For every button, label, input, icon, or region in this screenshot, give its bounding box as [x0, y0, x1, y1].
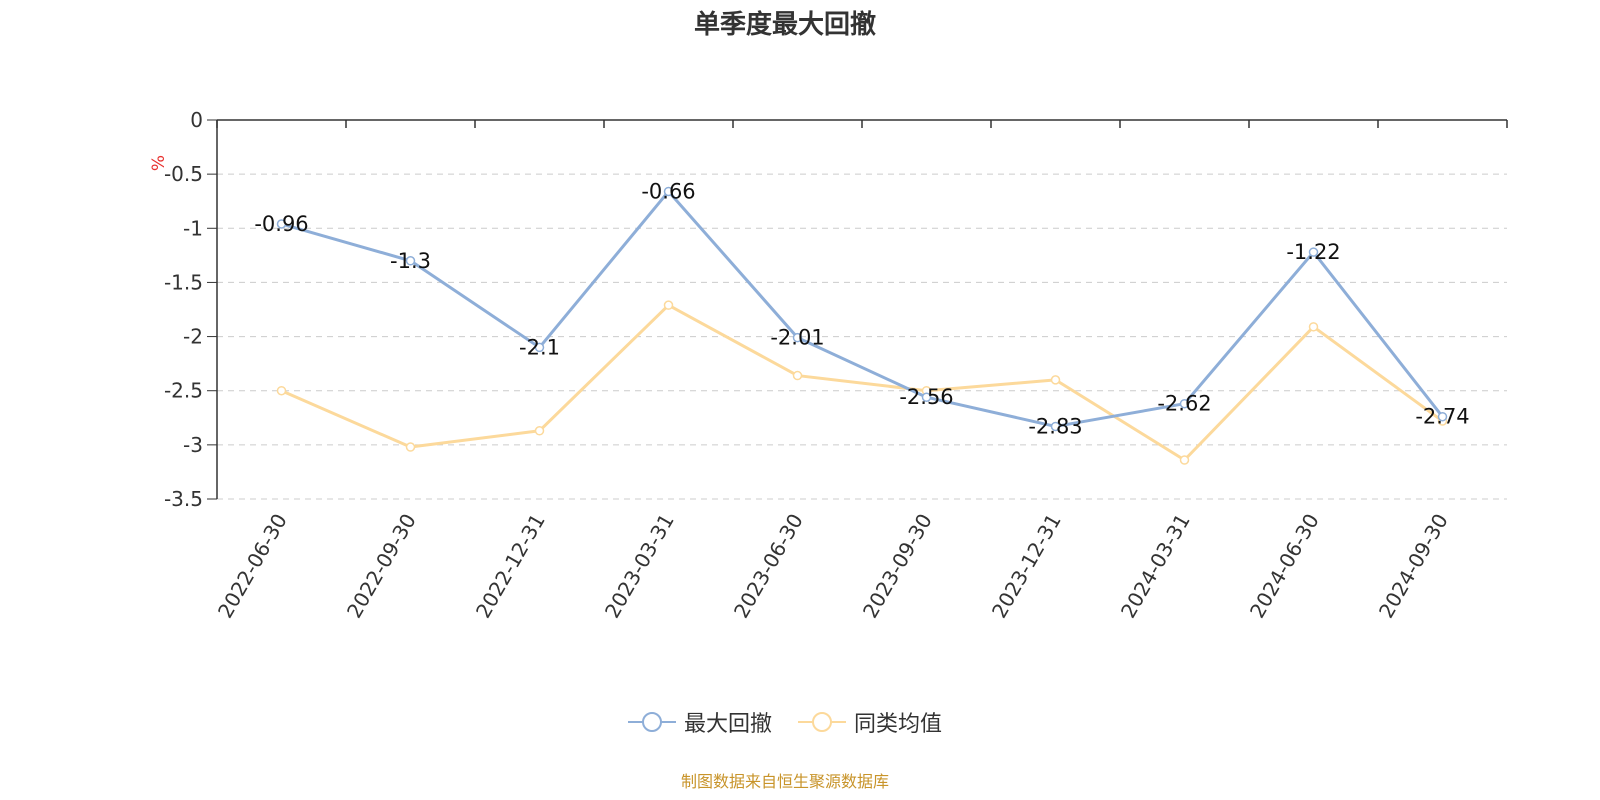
- x-tick-label: 2023-12-31: [987, 510, 1066, 623]
- data-point: [1050, 375, 1061, 385]
- y-tick-label: -1.5: [164, 270, 203, 294]
- y-tick-label: -1: [183, 216, 203, 240]
- data-point: [663, 186, 674, 197]
- data-label: -1.22: [1286, 240, 1340, 264]
- legend-marker-icon: [798, 712, 846, 732]
- data-label: -2.62: [1157, 392, 1211, 416]
- data-point: [1308, 322, 1319, 332]
- y-axis-label: %: [149, 155, 169, 171]
- x-tick-label: 2022-06-30: [213, 510, 292, 623]
- y-tick-label: -3: [183, 433, 203, 457]
- x-tick-label: 2023-03-31: [600, 510, 679, 623]
- legend-label: 同类均值: [854, 712, 943, 737]
- x-tick-label: 2023-09-30: [858, 510, 937, 623]
- y-tick-label: -3.5: [164, 487, 203, 511]
- data-label: -2.1: [519, 335, 560, 359]
- data-point: [1179, 455, 1190, 465]
- data-point: [405, 442, 416, 452]
- x-tick-label: 2023-06-30: [729, 510, 808, 623]
- series: [276, 186, 1448, 465]
- data-point: [534, 426, 545, 436]
- x-tick-label: 2024-06-30: [1245, 510, 1324, 623]
- y-tick-label: -0.5: [164, 162, 203, 186]
- data-labels: -0.96 -1.3 -2.1 -0.66 -2.01 -2.56 -2.83 -2.62 -1…: [254, 179, 1469, 438]
- data-point: [276, 385, 287, 396]
- data-label: -1.3: [390, 249, 431, 273]
- data-label: -2.74: [1415, 405, 1469, 429]
- series-line-1: [281, 189, 1444, 428]
- data-point: [1437, 411, 1448, 422]
- data-point: [1050, 421, 1061, 432]
- y-tick-label: -2: [183, 325, 203, 349]
- y-tick-label: -2.5: [164, 379, 203, 403]
- x-tick-label: 2022-09-30: [342, 510, 421, 623]
- data-point: [276, 219, 287, 229]
- data-label: -0.66: [641, 179, 695, 203]
- data-point: [1179, 398, 1190, 409]
- data-point: [792, 370, 803, 381]
- data-label: -2.01: [770, 326, 824, 350]
- data-point: [792, 332, 803, 343]
- series-line-2: [280, 303, 1444, 462]
- source-note: 制图数据来自恒生聚源数据库: [680, 772, 889, 791]
- data-point: [534, 342, 545, 353]
- data-point: [663, 300, 674, 310]
- x-tick-label: 2024-09-30: [1374, 510, 1453, 623]
- legend: 最大回撤 同类均值: [0, 706, 1570, 738]
- y-tick-label: 0: [190, 108, 203, 132]
- axes: 0 -0.5 -1 -1.5 -2 -2.5 -3 -3.5 2022-06-30 2022-09…: [149, 108, 1508, 623]
- legend-item-series-1[interactable]: 最大回撤: [627, 706, 772, 738]
- x-tick-label: 2024-03-31: [1116, 510, 1195, 623]
- chart-title: 单季度最大回撤: [693, 10, 876, 40]
- x-tick-label: 2022-12-31: [471, 510, 550, 623]
- data-point: [1308, 247, 1319, 257]
- data-point: [921, 392, 932, 402]
- legend-marker-icon: [627, 712, 676, 732]
- data-label: -2.56: [899, 385, 953, 409]
- data-label: -2.83: [1028, 414, 1082, 438]
- data-point: [405, 256, 416, 266]
- data-label: -0.96: [254, 212, 308, 236]
- legend-label: 最大回撤: [683, 712, 772, 737]
- legend-item-series-2[interactable]: 同类均值: [798, 706, 942, 738]
